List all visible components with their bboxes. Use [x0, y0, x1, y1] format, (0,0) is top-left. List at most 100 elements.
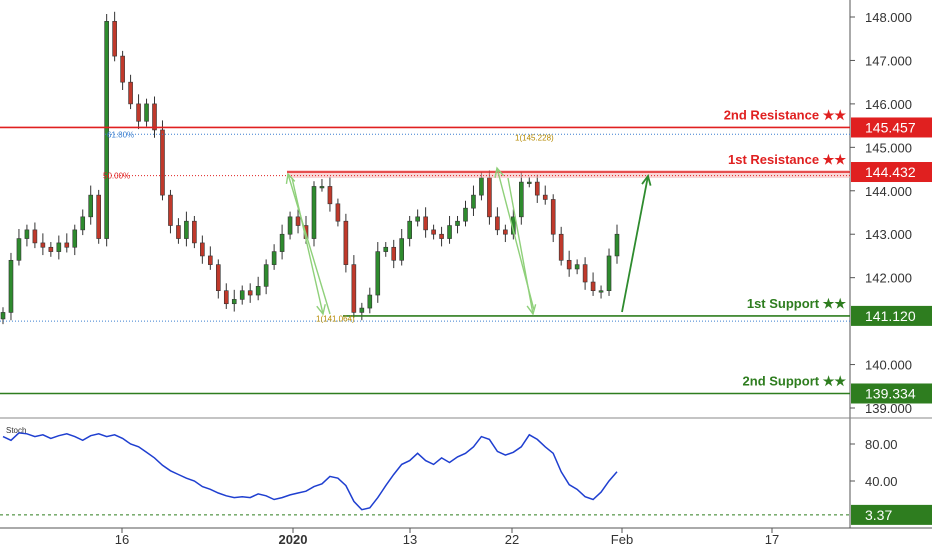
level-label: 1st Resistance ★★ — [728, 152, 846, 167]
forecast-arrow — [621, 175, 649, 313]
candle — [128, 74, 133, 110]
candle-body — [463, 207, 468, 222]
stoch-line — [2, 432, 618, 511]
candle-body — [176, 225, 181, 239]
candle — [176, 218, 181, 244]
candle-body — [152, 103, 157, 131]
time-tick-label: 22 — [505, 532, 519, 547]
candle — [423, 207, 428, 238]
level-value: 141.120 — [865, 308, 916, 324]
candle — [614, 224, 620, 264]
level-value: 144.432 — [865, 164, 916, 180]
candle-body — [606, 255, 612, 291]
level-value-box — [851, 305, 932, 326]
candle — [542, 185, 548, 205]
level-label: 1st Support ★★ — [747, 296, 846, 311]
candle — [120, 50, 125, 90]
candle-body — [40, 242, 46, 248]
stoch-value: 3.37 — [865, 507, 892, 523]
candle-body — [239, 290, 245, 300]
candle — [574, 259, 580, 275]
level-value: 139.334 — [865, 385, 916, 401]
candle — [399, 229, 405, 266]
candle — [495, 207, 500, 236]
candle-body — [16, 238, 22, 261]
candle — [255, 276, 261, 301]
candle-body — [271, 251, 277, 265]
candle — [590, 272, 596, 296]
candle-body — [503, 229, 508, 235]
candle — [431, 224, 436, 240]
price-tick-label: 139.000 — [865, 401, 912, 416]
resistance-zone — [287, 170, 850, 179]
candle — [48, 242, 54, 257]
candle — [327, 176, 333, 212]
candle-body — [184, 220, 189, 239]
support-resistance-levels: 2nd Resistance ★★ 145.457 1st Resistance ★… — [0, 107, 932, 404]
time-tick-label: 16 — [115, 532, 129, 547]
candle-body — [407, 220, 412, 239]
candle-body — [48, 246, 54, 252]
candle — [279, 224, 285, 260]
candle — [375, 242, 381, 303]
stoch-label: Stoch — [6, 426, 26, 435]
candle — [112, 11, 117, 62]
candle — [439, 226, 444, 247]
candle-body — [447, 225, 452, 239]
candle — [391, 239, 397, 269]
candle — [526, 176, 532, 188]
candle — [8, 252, 14, 321]
up-arrow — [496, 167, 535, 311]
candle-body — [359, 307, 365, 313]
chart-grid — [0, 0, 932, 529]
candle — [88, 185, 94, 225]
candle — [239, 285, 245, 305]
candle-body — [263, 264, 269, 287]
candle-body — [319, 186, 325, 189]
candle — [383, 242, 389, 257]
stoch-tick-label: 80.00 — [865, 437, 898, 452]
candle-body — [415, 216, 420, 222]
price-tick-label: 146.000 — [865, 97, 912, 112]
candle — [271, 244, 277, 270]
candle-body — [80, 216, 86, 231]
candle — [136, 94, 141, 130]
price-tick-label: 142.000 — [865, 271, 912, 286]
candle-body — [391, 246, 397, 261]
candle-body — [367, 294, 373, 309]
candle-body — [487, 177, 492, 218]
candle-body — [295, 216, 301, 226]
price-tick-label: 148.000 — [865, 10, 912, 25]
candle-body — [88, 194, 94, 218]
candle-body — [112, 21, 117, 57]
candle-body — [343, 220, 349, 265]
candle-body — [582, 264, 588, 283]
candle — [487, 170, 492, 225]
candle-body — [495, 216, 500, 231]
candle-body — [0, 312, 6, 320]
candle — [311, 181, 317, 247]
candle — [80, 209, 86, 236]
candle — [64, 233, 70, 253]
up-arrow — [287, 173, 331, 315]
candle — [335, 198, 341, 227]
candle-body — [120, 55, 125, 83]
candle-body — [327, 186, 333, 205]
level-label: 2nd Support ★★ — [743, 373, 847, 388]
up-arrow-head — [285, 172, 296, 184]
candle — [72, 224, 78, 256]
candle-body — [192, 220, 197, 244]
candle-body — [215, 264, 221, 291]
candle-body — [550, 199, 556, 235]
candle-body — [383, 246, 389, 252]
candle-body — [247, 290, 253, 296]
candle — [343, 213, 349, 273]
candle-body — [455, 220, 460, 226]
candle-body — [208, 255, 213, 265]
candle — [208, 246, 213, 270]
level-value-box — [851, 117, 932, 138]
candle-body — [128, 81, 133, 105]
candle — [606, 248, 612, 296]
candle — [247, 283, 253, 303]
